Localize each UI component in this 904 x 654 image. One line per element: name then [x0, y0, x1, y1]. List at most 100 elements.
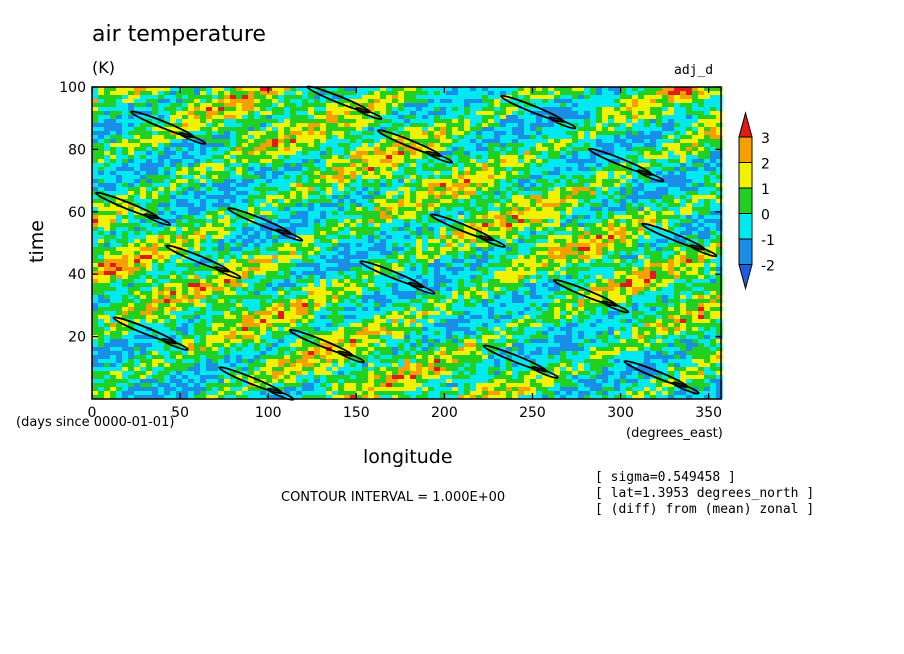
heatmap-cell: [302, 227, 309, 232]
heatmap-cell: [200, 155, 207, 160]
heatmap-cell: [464, 111, 471, 116]
heatmap-cell: [530, 263, 537, 268]
heatmap-cell: [146, 179, 153, 184]
heatmap-cell: [320, 139, 327, 144]
heatmap-cell: [362, 135, 369, 140]
heatmap-cell: [254, 87, 261, 92]
heatmap-cell: [626, 143, 633, 148]
heatmap-cell: [278, 267, 285, 272]
heatmap-cell: [470, 183, 477, 188]
heatmap-cell: [530, 99, 537, 104]
heatmap-cell: [422, 183, 429, 188]
heatmap-cell: [554, 103, 561, 108]
heatmap-cell: [386, 219, 393, 224]
heatmap-cell: [500, 207, 507, 212]
heatmap-cell: [602, 223, 609, 228]
heatmap-cell: [338, 123, 345, 128]
heatmap-cell: [668, 107, 675, 112]
heatmap-cell: [134, 183, 141, 188]
heatmap-cell: [572, 203, 579, 208]
heatmap-cell: [716, 155, 723, 160]
heatmap-cell: [416, 275, 423, 280]
heatmap-cell: [602, 155, 609, 160]
heatmap-cell: [656, 139, 663, 144]
heatmap-cell: [266, 111, 273, 116]
heatmap-cell: [314, 179, 321, 184]
heatmap-cell: [518, 199, 525, 204]
heatmap-cell: [272, 87, 279, 92]
heatmap-cell: [200, 171, 207, 176]
heatmap-cell: [200, 91, 207, 96]
heatmap-cell: [542, 179, 549, 184]
heatmap-cell: [542, 99, 549, 104]
heatmap-cell: [140, 215, 147, 220]
heatmap-cell: [680, 223, 687, 228]
heatmap-cell: [458, 163, 465, 168]
heatmap-cell: [488, 131, 495, 136]
heatmap-cell: [152, 275, 159, 280]
heatmap-cell: [512, 167, 519, 172]
heatmap-cell: [632, 131, 639, 136]
heatmap-cell: [398, 87, 405, 92]
heatmap-cell: [206, 143, 213, 148]
heatmap-cell: [476, 219, 483, 224]
heatmap-cell: [638, 239, 645, 244]
heatmap-cell: [422, 175, 429, 180]
heatmap-cell: [482, 227, 489, 232]
heatmap-cell: [338, 171, 345, 176]
heatmap-cell: [122, 171, 129, 176]
heatmap-cell: [686, 107, 693, 112]
heatmap-cell: [584, 191, 591, 196]
heatmap-cell: [578, 195, 585, 200]
heatmap-cell: [356, 191, 363, 196]
heatmap-cell: [332, 135, 339, 140]
heatmap-cell: [98, 167, 105, 172]
heatmap-cell: [146, 231, 153, 236]
heatmap-cell: [560, 191, 567, 196]
heatmap-cell: [350, 119, 357, 124]
heatmap-cell: [362, 247, 369, 252]
heatmap-cell: [170, 243, 177, 248]
heatmap-cell: [386, 211, 393, 216]
heatmap-cell: [212, 183, 219, 188]
heatmap-cell: [572, 175, 579, 180]
heatmap-cell: [518, 175, 525, 180]
heatmap-cell: [428, 119, 435, 124]
heatmap-cell: [410, 259, 417, 264]
heatmap-cell: [182, 99, 189, 104]
heatmap-cell: [260, 91, 267, 96]
heatmap-cell: [254, 131, 261, 136]
heatmap-cell: [482, 171, 489, 176]
heatmap-cell: [584, 259, 591, 264]
heatmap-cell: [386, 119, 393, 124]
heatmap-cell: [218, 167, 225, 172]
heatmap-cell: [242, 199, 249, 204]
heatmap-cell: [296, 219, 303, 224]
heatmap-cell: [434, 207, 441, 212]
heatmap-cell: [626, 219, 633, 224]
heatmap-cell: [134, 147, 141, 152]
heatmap-cell: [362, 171, 369, 176]
heatmap-cell: [488, 199, 495, 204]
heatmap-cell: [644, 167, 651, 172]
heatmap-cell: [170, 115, 177, 120]
heatmap-cell: [332, 275, 339, 280]
heatmap-cell: [308, 199, 315, 204]
heatmap-cell: [344, 203, 351, 208]
heatmap-cell: [548, 223, 555, 228]
heatmap-cell: [320, 231, 327, 236]
heatmap-cell: [194, 243, 201, 248]
heatmap-cell: [458, 239, 465, 244]
heatmap-cell: [182, 211, 189, 216]
heatmap-cell: [392, 147, 399, 152]
heatmap-cell: [680, 135, 687, 140]
heatmap-cell: [194, 239, 201, 244]
heatmap-cell: [176, 195, 183, 200]
heatmap-cell: [530, 115, 537, 120]
heatmap-cell: [542, 239, 549, 244]
heatmap-cell: [212, 103, 219, 108]
heatmap-cell: [596, 235, 603, 240]
heatmap-cell: [452, 123, 459, 128]
heatmap-cell: [188, 171, 195, 176]
heatmap-cell: [212, 191, 219, 196]
